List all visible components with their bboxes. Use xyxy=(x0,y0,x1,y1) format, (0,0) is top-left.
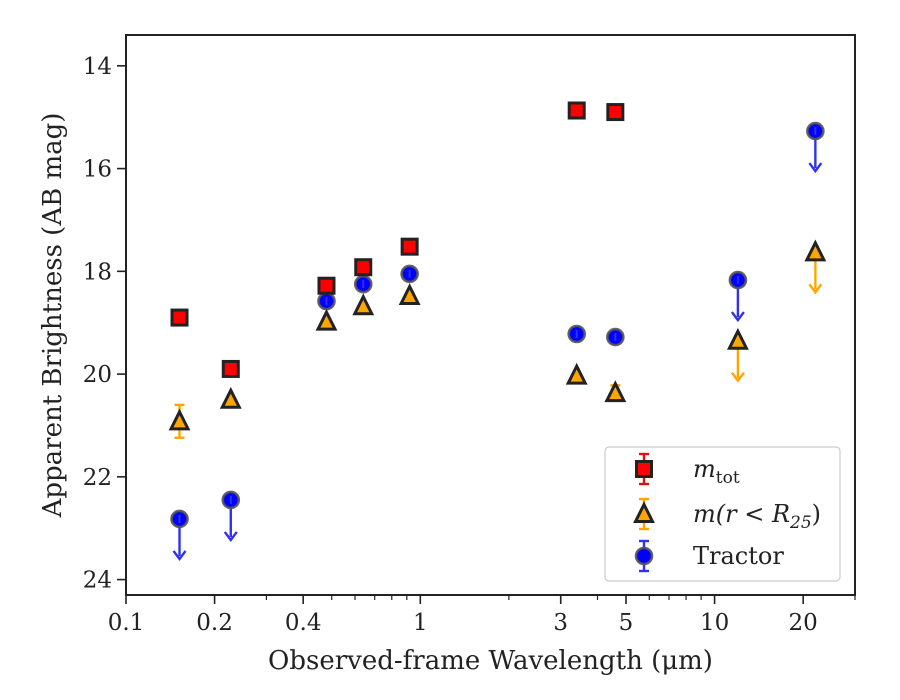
upper-limit-arrow-head xyxy=(808,283,823,295)
data-point-triangle xyxy=(726,327,749,350)
data-point-triangle xyxy=(565,362,588,385)
data-point-square xyxy=(606,103,625,122)
x-tick-label: 3 xyxy=(553,610,568,636)
data-point-triangle xyxy=(219,386,242,409)
data-point-triangle xyxy=(352,293,375,316)
y-tick-label: 14 xyxy=(83,54,112,80)
y-tick-label: 20 xyxy=(83,362,112,388)
legend-label: mtot xyxy=(693,455,740,488)
y-tick-label: 16 xyxy=(83,157,112,183)
plot-frame xyxy=(125,34,856,596)
data-point-square xyxy=(317,276,336,295)
data-point-square xyxy=(567,101,586,120)
y-tick-label: 18 xyxy=(83,259,112,285)
axes: 0.1 0.2 0.4 1 3 5 10 20 14 16 18 20 22 24 xyxy=(83,54,856,636)
legend-marker-triangle xyxy=(633,501,655,523)
upper-limit-arrow-head xyxy=(172,550,187,561)
series-square xyxy=(170,101,625,378)
plot-area xyxy=(168,101,827,561)
y-tick-label: 22 xyxy=(83,465,112,491)
data-point-square xyxy=(170,308,189,327)
x-tick-label: 0.4 xyxy=(285,610,322,636)
upper-limit-arrow-head xyxy=(808,162,823,174)
data-point-square xyxy=(354,258,373,277)
x-tick-label: 0.1 xyxy=(108,610,145,636)
x-tick-label: 10 xyxy=(700,610,729,636)
data-point-triangle xyxy=(804,239,827,262)
x-tick-label: 5 xyxy=(619,610,634,636)
legend-marker-square xyxy=(635,460,653,478)
legend-label: m(r < R25) xyxy=(693,500,821,533)
data-point-square xyxy=(400,237,419,256)
legend: mtot m(r < R25) Tractor xyxy=(604,446,841,582)
data-point-triangle xyxy=(604,380,627,403)
legend-box xyxy=(604,446,841,582)
upper-limit-arrow-head xyxy=(223,531,238,542)
data-point-triangle xyxy=(315,308,338,331)
data-point-triangle xyxy=(168,408,191,431)
upper-limit-arrow-head xyxy=(730,371,745,383)
x-tick-label: 0.2 xyxy=(196,610,233,636)
legend-label: Tractor xyxy=(693,542,784,570)
x-axis-label: Observed-frame Wavelength (μm) xyxy=(268,646,713,676)
upper-limit-arrow-head xyxy=(730,311,745,323)
x-tick-label: 1 xyxy=(413,610,428,636)
data-point-triangle xyxy=(398,283,421,305)
data-point-square xyxy=(221,359,240,378)
y-axis-label: Apparent Brightness (AB mag) xyxy=(38,113,68,519)
x-tick-label: 20 xyxy=(789,610,818,636)
series-circle xyxy=(170,121,825,561)
y-tick-label: 24 xyxy=(83,568,112,594)
series-triangle xyxy=(168,239,827,439)
legend-marker-circle xyxy=(634,546,654,566)
